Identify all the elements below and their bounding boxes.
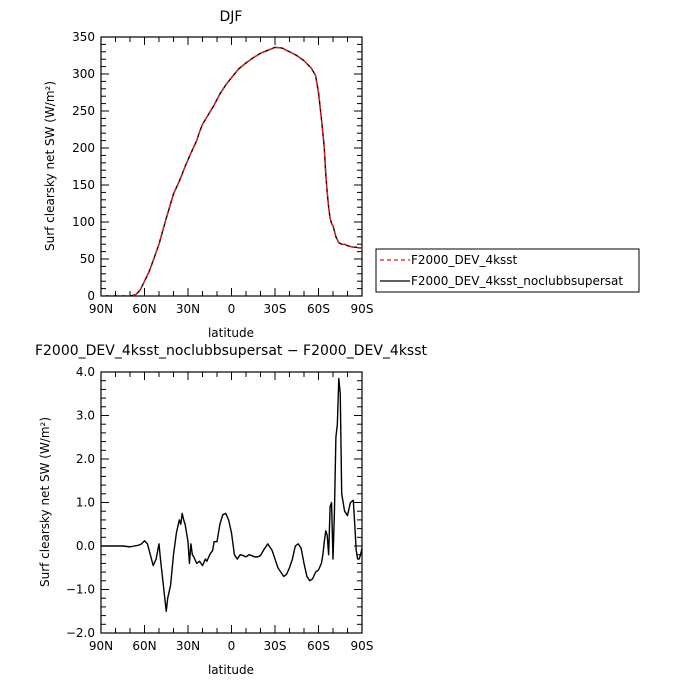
x-tick-label: 0 <box>228 639 236 653</box>
djf-panel: DJF 90N 60N 30N 0 30S 60S 90S 0 50 100 150 200 250 30… <box>43 9 373 340</box>
plot-frame-difference <box>100 371 363 634</box>
x-tick-label: 90S <box>351 302 374 316</box>
y-axis-label-djf: Surf clearsky net SW (W/m²) <box>43 81 57 251</box>
x-tick-label: 60N <box>132 302 156 316</box>
x-tick-label: 0 <box>228 302 236 316</box>
y-tick-label: 4.0 <box>76 365 95 379</box>
y-tick-label: 200 <box>72 141 95 155</box>
series-line <box>101 46 362 296</box>
x-axis-label-djf: latitude <box>208 326 254 340</box>
x-tick-label: 30S <box>264 639 287 653</box>
series-line <box>101 46 362 296</box>
y-tick-label: 350 <box>72 30 95 44</box>
legend: F2000_DEV_4ksst F2000_DEV_4ksst_noclubbs… <box>375 248 640 293</box>
y-tick-label: 0.0 <box>76 539 95 553</box>
x-tick-label: 90N <box>89 639 113 653</box>
y-tick-label: 150 <box>72 178 95 192</box>
y-tick-label: 250 <box>72 104 95 118</box>
legend-label-f2000-dev-4ksst: F2000_DEV_4ksst <box>411 253 518 267</box>
x-tick-label: 60S <box>307 639 330 653</box>
y-tick-label: 3.0 <box>76 409 95 423</box>
legend-box <box>375 248 640 293</box>
chart-title-difference: F2000_DEV_4ksst_noclubbsupersat − F2000_… <box>35 343 428 359</box>
chart-title-djf: DJF <box>220 9 243 25</box>
plot-frame-djf <box>100 36 363 297</box>
series-line <box>101 377 362 612</box>
y-tick-label: 2.0 <box>76 452 95 466</box>
y-tick-label: 100 <box>72 215 95 229</box>
x-tick-label: 90N <box>89 302 113 316</box>
x-axis-label-difference: latitude <box>208 663 254 677</box>
y-tick-label: −2.0 <box>66 626 95 640</box>
x-tick-label: 30N <box>176 302 200 316</box>
y-tick-label: 50 <box>80 252 95 266</box>
difference-panel: F2000_DEV_4ksst_noclubbsupersat − F2000_… <box>35 343 428 677</box>
x-tick-label: 60S <box>307 302 330 316</box>
legend-label-noclubbsupersat: F2000_DEV_4ksst_noclubbsupersat <box>411 274 623 288</box>
y-axis-label-difference: Surf clearsky net SW (W/m²) <box>38 417 52 587</box>
y-tick-label: −1.0 <box>66 583 95 597</box>
y-tick-label: 0 <box>87 289 95 303</box>
y-tick-label: 1.0 <box>76 496 95 510</box>
x-tick-label: 30S <box>264 302 287 316</box>
x-tick-label: 30N <box>176 639 200 653</box>
x-tick-label: 90S <box>351 639 374 653</box>
x-tick-label: 60N <box>132 639 156 653</box>
y-tick-label: 300 <box>72 67 95 81</box>
